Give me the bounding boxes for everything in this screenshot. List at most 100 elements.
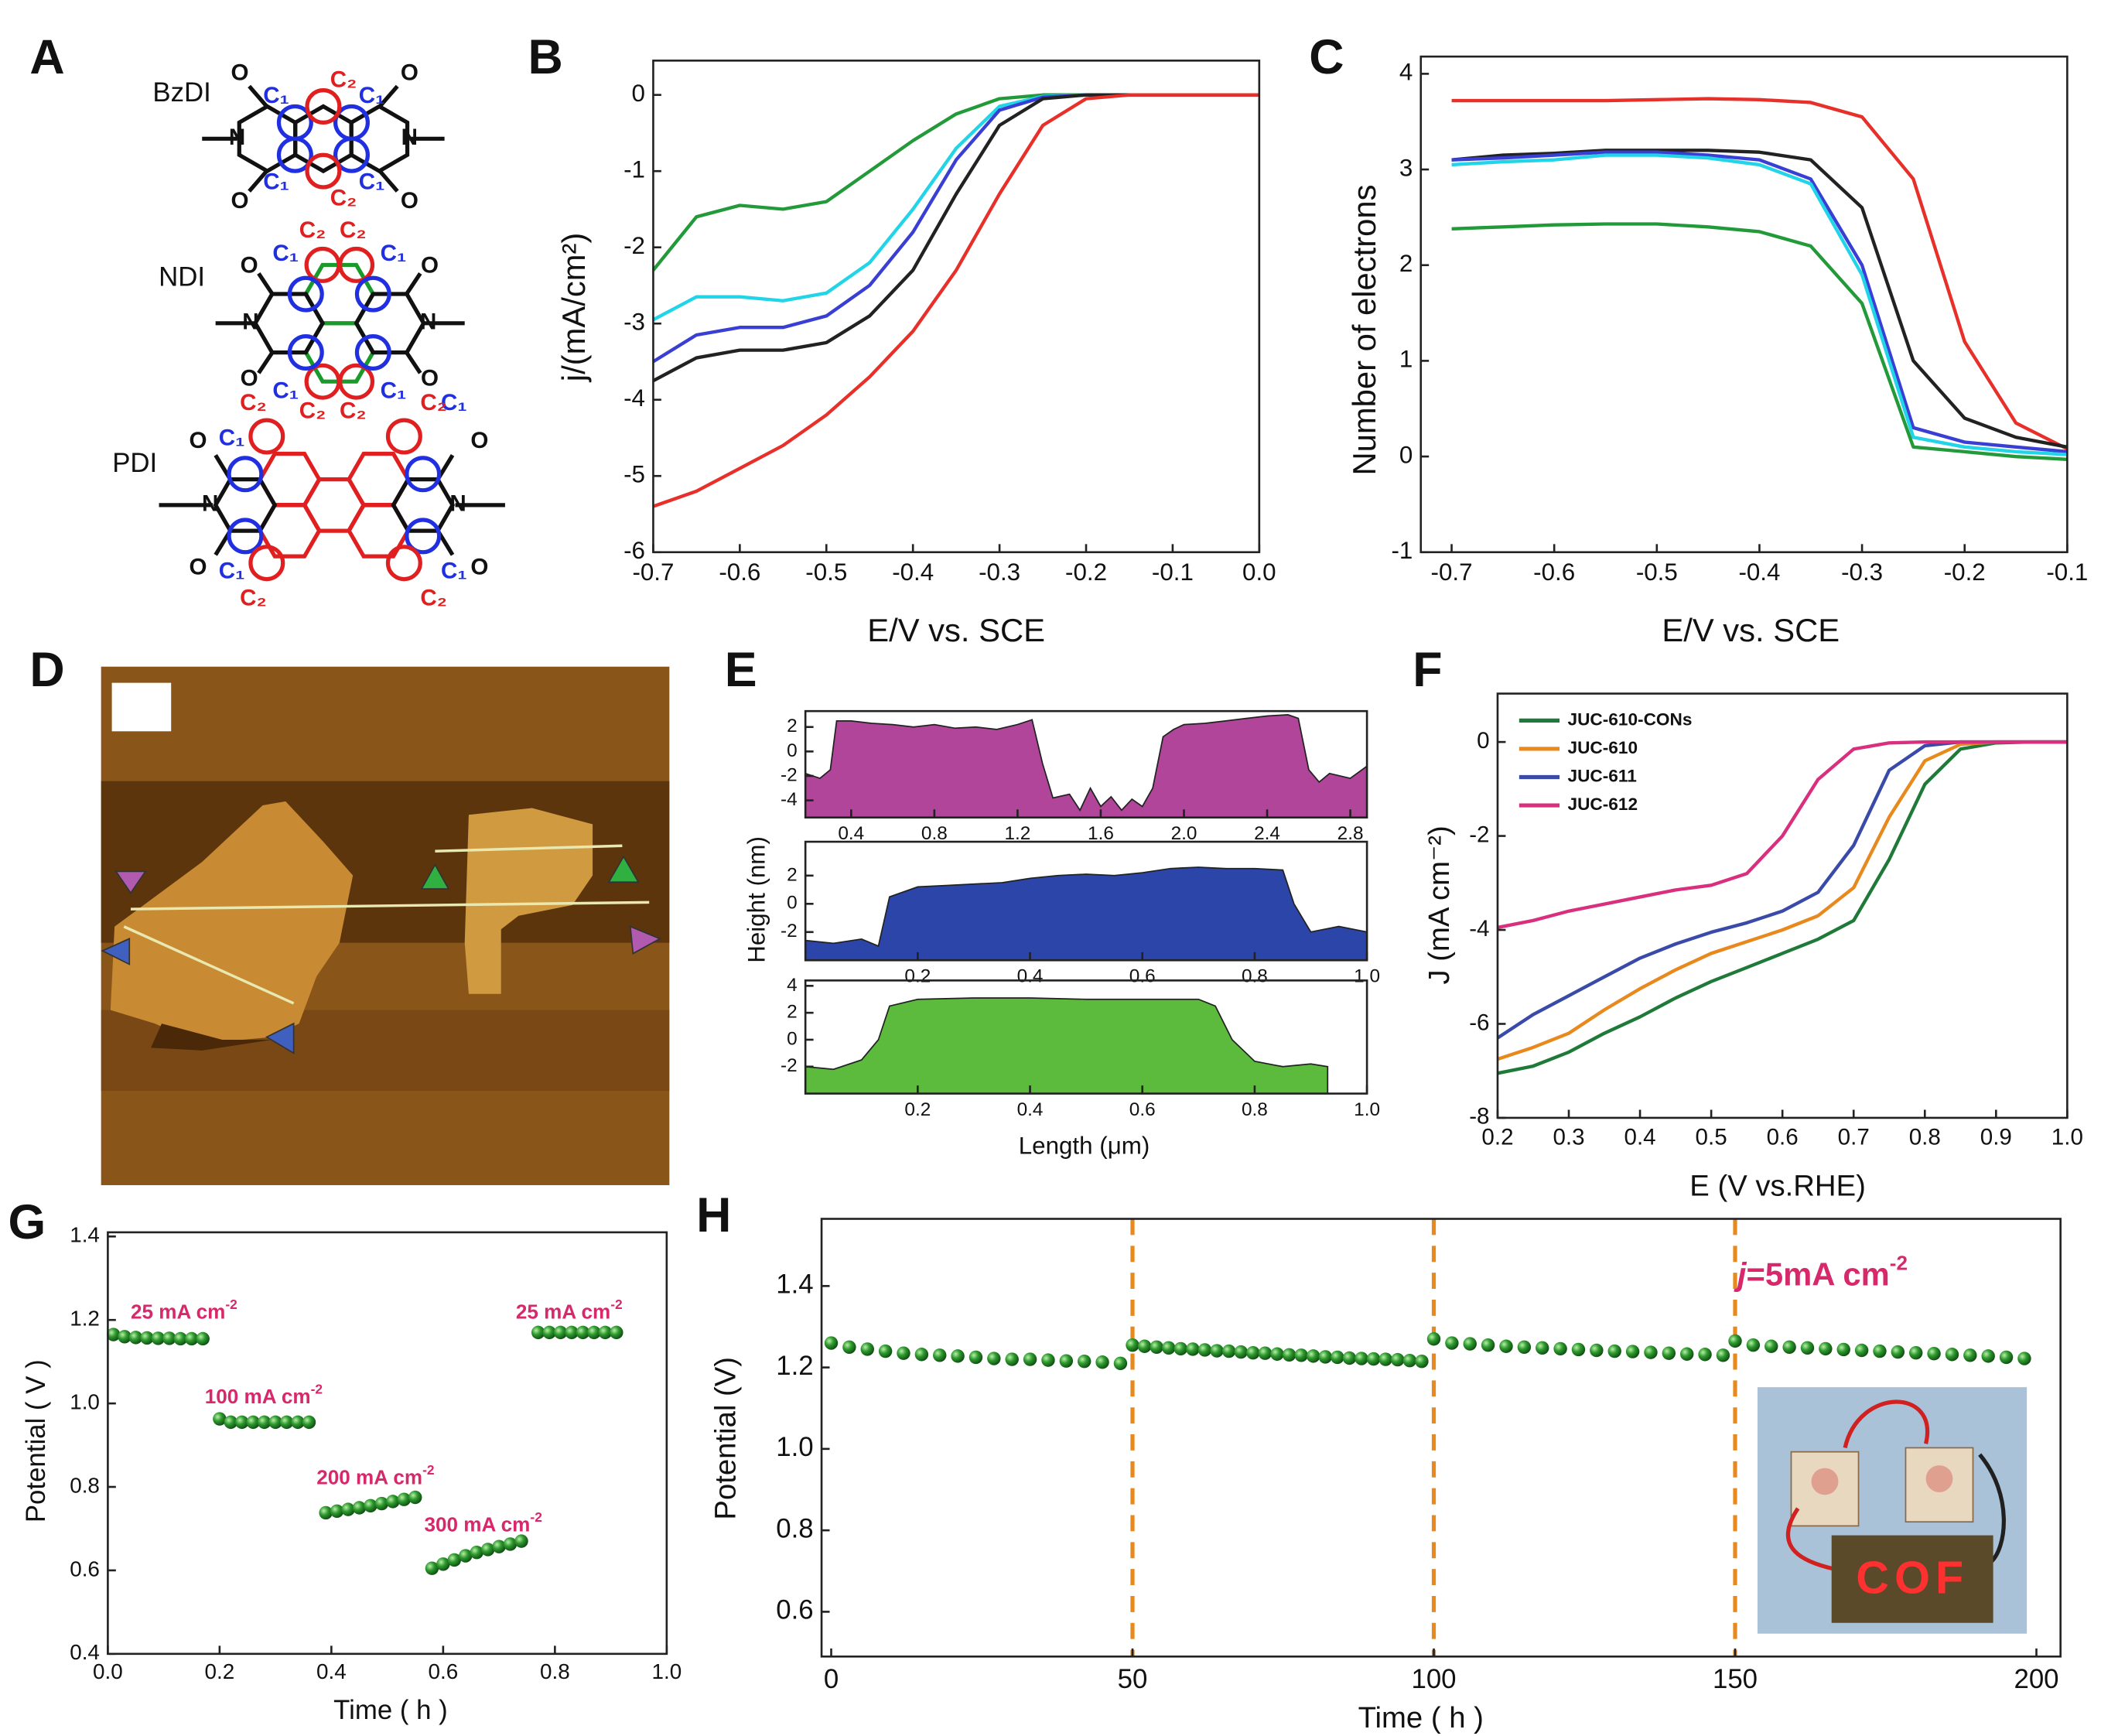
atom-label: C₂ [240,390,267,415]
x-tick-label: -0.7 [1431,559,1473,586]
data-point [1426,1332,1441,1346]
data-point [1234,1345,1248,1359]
atom-label: C₂ [299,217,326,243]
panel-label: G [9,1195,46,1249]
data-point [1402,1353,1417,1368]
data-point [897,1346,910,1360]
atom-label: C₂ [299,398,326,424]
y-axis-label: Potential ( V ) [21,1359,51,1522]
y-axis-label: j/(mA/cm²) [555,233,592,384]
data-point [386,1495,400,1509]
y-tick-label: 1.4 [70,1223,100,1247]
x-tick-label: 0.8 [921,823,948,844]
plot-frame [804,709,1368,819]
y-tick-label: 0.4 [70,1640,100,1664]
data-point [1679,1347,1694,1361]
data-point [1463,1337,1477,1351]
data-point [1481,1338,1495,1352]
data-point [492,1540,506,1553]
ring [349,104,410,174]
x-tick-label: 0.6 [1129,1099,1156,1120]
atom-label: C₁ [272,378,299,403]
data-point [1571,1342,1586,1357]
data-point [268,1415,282,1430]
data-point [1126,1338,1139,1352]
y-tick-label: -8 [1469,1104,1489,1129]
data-point [1186,1342,1200,1356]
atom-label: C₁ [359,169,385,195]
data-point [235,1415,249,1430]
data-point [1210,1344,1224,1358]
data-point [1945,1348,1959,1362]
atom-label: C₁ [263,83,289,108]
x-tick-label: 0.8 [1909,1124,1941,1150]
panel-label: F [1413,643,1442,697]
panel-label: B [528,30,563,84]
data-point [1891,1345,1905,1359]
data-point [933,1348,947,1362]
data-point [598,1325,613,1340]
bond [248,169,268,193]
site-circle [227,456,264,493]
x-tick-label: -0.5 [1636,559,1678,586]
data-point [1854,1343,1869,1358]
data-point [1445,1336,1459,1350]
atom-label: N [202,491,218,517]
data-area [805,997,1329,1095]
annotation-text: 200 mA cm [316,1465,422,1488]
data-point [531,1325,545,1340]
data-point [969,1350,983,1365]
data-point [1331,1350,1344,1365]
y-tick-label: 0 [632,80,645,107]
x-tick-label: 0.8 [1242,966,1268,987]
y-tick-label: 0 [787,1028,798,1049]
x-tick-label: 0.4 [1017,1099,1044,1120]
x-tick-label: -0.7 [632,559,674,586]
data-line [1497,740,2068,930]
data-point [2017,1352,2031,1365]
legend-label: JUC-610-CONs [1567,709,1692,729]
atom-label: O [401,60,418,86]
data-point [503,1537,518,1551]
molecule-name: PDI [112,448,157,478]
data-point [213,1412,227,1426]
atom-label: C₁ [381,241,407,266]
y-tick-label: -2 [781,921,798,941]
annotation-italic: j [1734,1256,1747,1292]
site-circle [287,334,324,371]
inset-photo [1757,1387,2028,1634]
y-tick-label: 2 [787,1002,798,1023]
atom-label: C₁ [381,378,407,403]
data-point [1819,1341,1833,1356]
annotation-text: 100 mA cm [205,1385,311,1408]
data-point [151,1331,166,1345]
site-circle [305,152,342,190]
atom-label: C₁ [263,169,289,195]
data-point [128,1331,143,1345]
data-point [1378,1352,1392,1366]
x-axis-label: E/V vs. SCE [867,612,1045,648]
plot-frame [107,1231,668,1656]
y-tick-label: 0 [787,893,798,914]
data-point [842,1340,856,1354]
site-circle [227,518,264,555]
annotation-text: =5mA cm [1746,1256,1889,1292]
data-area [805,866,1368,962]
data-point [1746,1338,1761,1352]
data-line [652,93,1259,383]
annotation-sup: -2 [530,1509,541,1525]
site-circle [338,246,375,283]
atom-label: N [229,125,245,150]
site-circle [405,456,442,493]
data-point [878,1344,893,1358]
x-tick-label: 1.0 [2051,1124,2083,1150]
y-axis-label: Number of electrons [1346,184,1382,475]
y-tick-label: 2 [787,716,798,736]
data-point [1005,1352,1019,1366]
y-tick-label: 2 [787,864,798,885]
x-tick-label: 0.4 [316,1659,347,1683]
ring [213,477,278,533]
data-point [302,1415,316,1430]
atom-label: O [470,554,488,579]
legend-label: JUC-612 [1567,795,1638,814]
